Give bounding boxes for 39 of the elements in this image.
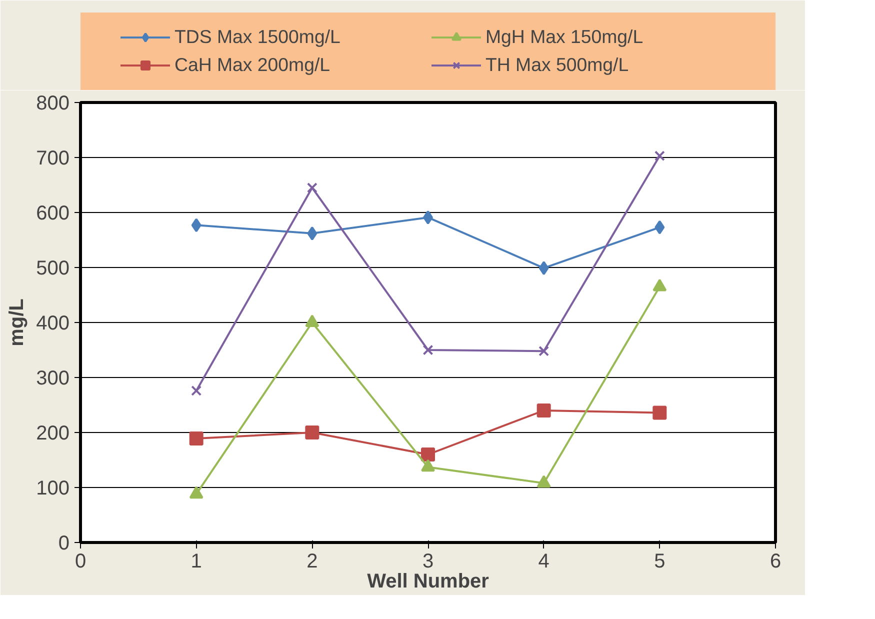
x-tick-label: 1 (190, 550, 202, 572)
x-tick-label: 2 (306, 550, 318, 572)
y-tick-label: 600 (36, 202, 70, 224)
point (654, 150, 665, 162)
y-tick-label: 400 (36, 312, 70, 334)
x-tick-label: 3 (422, 550, 434, 572)
y-tick-label: 500 (36, 258, 70, 280)
y-axis-title: mg/L (6, 298, 28, 346)
legend-label: TDS Max 1500mg/L (174, 26, 342, 48)
point (191, 385, 202, 396)
point (307, 226, 318, 240)
point (191, 218, 202, 232)
point (306, 182, 318, 193)
point (536, 475, 551, 488)
y-tick-label: 300 (36, 368, 70, 390)
point (189, 486, 204, 499)
y-tick-label: 700 (36, 148, 70, 170)
x-tick-label: 0 (74, 550, 86, 572)
x-tick-label: 5 (654, 550, 666, 572)
y-tick-label: 100 (36, 478, 70, 500)
y-tick-label: 800 (36, 92, 70, 114)
point (305, 426, 320, 440)
point (538, 261, 549, 276)
point (422, 344, 434, 356)
x-tick-label: 4 (538, 550, 550, 572)
legend-label: MgH Max 150mg/L (486, 26, 644, 48)
y-tick-label: 200 (36, 422, 70, 444)
point (421, 459, 435, 472)
point (189, 432, 204, 446)
x-axis-title: Well Number (367, 570, 490, 592)
legend-label: CaH Max 200mg/L (174, 54, 332, 76)
point (654, 220, 665, 234)
y-tick-label: 0 (58, 532, 70, 554)
point (421, 448, 435, 462)
x-tick-label: 6 (770, 550, 782, 572)
point (536, 404, 551, 418)
point (538, 346, 550, 356)
point (652, 406, 667, 420)
legend-label: TH Max 500mg/L (486, 54, 630, 76)
